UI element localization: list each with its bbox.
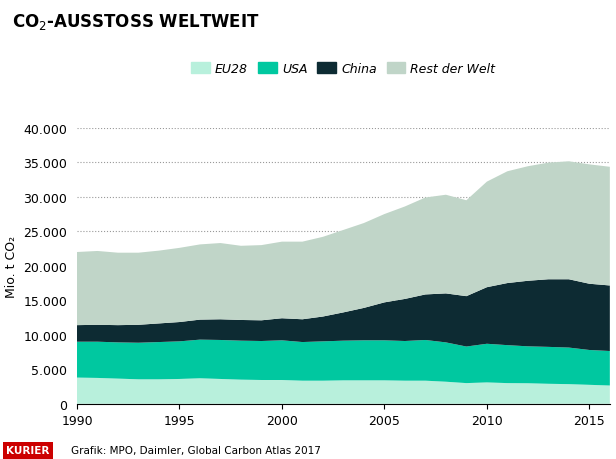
Legend: EU28, USA, China, Rest der Welt: EU28, USA, China, Rest der Welt (187, 58, 500, 81)
Text: CO$_2$-AUSSTOSS WELTWEIT: CO$_2$-AUSSTOSS WELTWEIT (12, 11, 260, 31)
Text: Grafik: MPO, Daimler, Global Carbon Atlas 2017: Grafik: MPO, Daimler, Global Carbon Atla… (71, 445, 321, 455)
Y-axis label: Mio. t CO₂: Mio. t CO₂ (5, 235, 18, 297)
Text: KURIER: KURIER (6, 445, 49, 455)
